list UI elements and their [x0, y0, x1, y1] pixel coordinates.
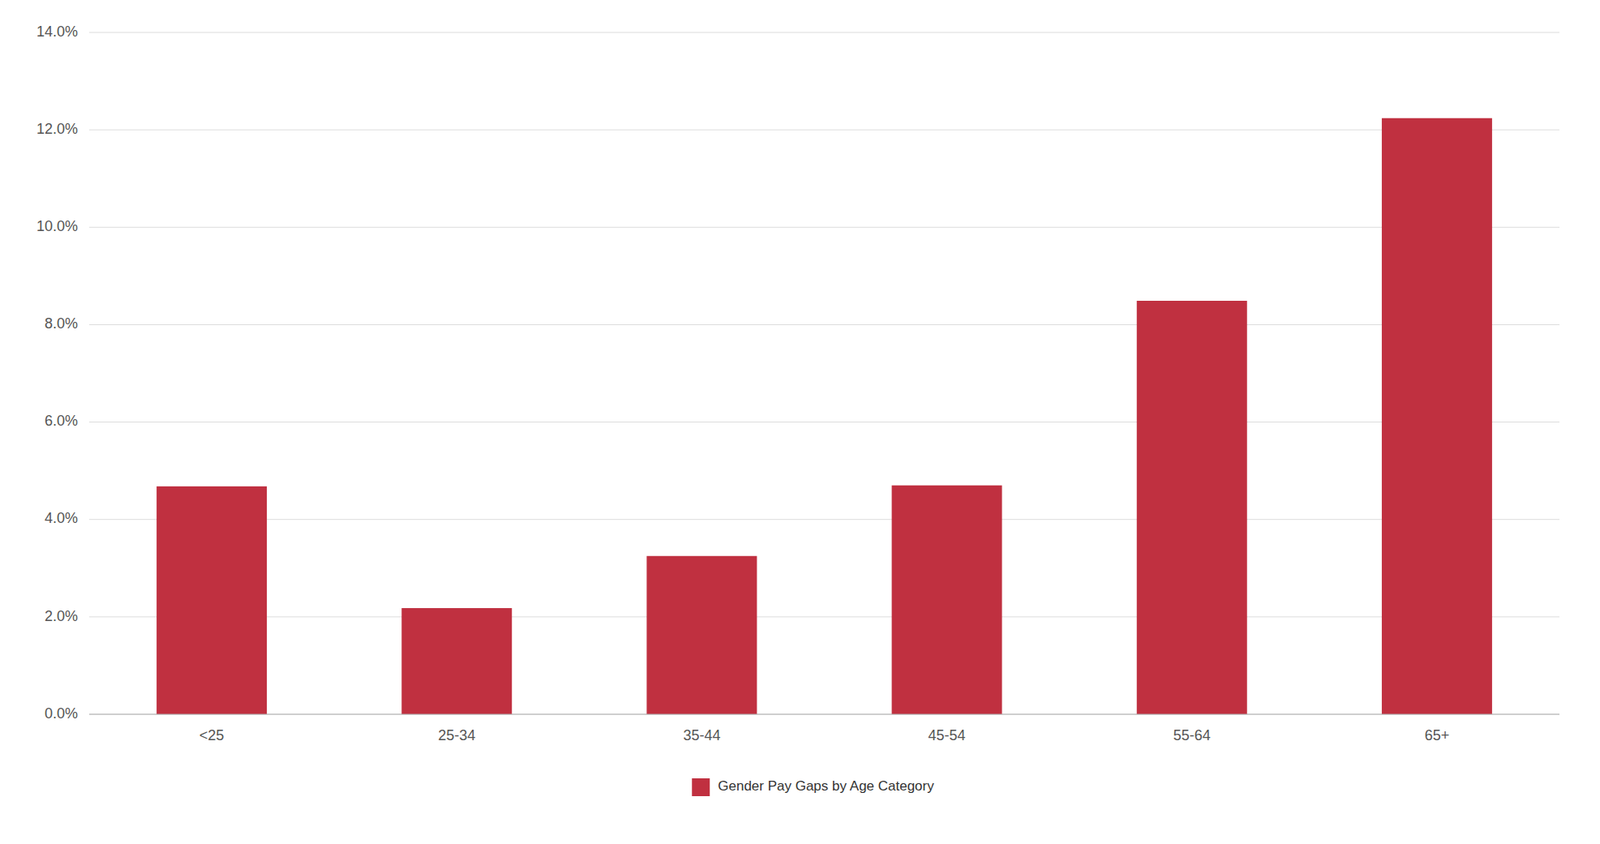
y-tick-label: 8.0%	[44, 315, 78, 332]
y-grid	[89, 32, 1560, 715]
grid-line	[89, 129, 1560, 131]
x-tick-label: 45-54	[928, 727, 966, 744]
y-tick-label: 12.0%	[36, 120, 78, 138]
bars	[156, 118, 1493, 715]
x-axis-line	[89, 714, 1560, 716]
x-tick-label: 35-44	[682, 727, 721, 744]
grid-line	[89, 32, 1560, 34]
bar	[1381, 118, 1493, 715]
legend: Gender Pay Gaps by Age Category	[691, 778, 935, 797]
x-tick-label: 25-34	[437, 727, 476, 744]
x-tick-label: 65+	[1424, 727, 1450, 744]
chart-svg: 0.0% 2.0% 4.0% 6.0% 8.0% 10.0% 12.0% 14.0% <25 25…	[0, 0, 1600, 844]
y-tick-label: 14.0%	[36, 23, 78, 40]
grid-line	[89, 227, 1560, 228]
y-tick-label: 0.0%	[44, 705, 78, 722]
grid-line	[89, 519, 1560, 520]
grid-line	[89, 616, 1560, 618]
x-tick-label: <25	[199, 727, 225, 744]
chart-container: 0.0% 2.0% 4.0% 6.0% 8.0% 10.0% 12.0% 14.0% <25 25…	[0, 0, 1600, 844]
bar	[401, 608, 512, 715]
legend-label: Gender Pay Gaps by Age Category	[717, 778, 935, 794]
grid-line	[89, 714, 1560, 716]
bar	[1136, 300, 1248, 715]
bar	[892, 485, 1003, 715]
y-tick-label: 6.0%	[44, 412, 78, 429]
y-tick-label: 10.0%	[36, 218, 78, 235]
bar	[156, 486, 267, 715]
grid-line	[89, 421, 1560, 423]
grid-line	[89, 324, 1560, 326]
legend-swatch	[691, 778, 710, 797]
x-tick-label: 55-64	[1173, 727, 1211, 744]
y-tick-label: 4.0%	[44, 510, 78, 527]
bar	[646, 556, 757, 715]
x-tick-labels: <25 25-34 35-44 45-54 55-64 65+	[199, 727, 1450, 744]
y-tick-labels: 0.0% 2.0% 4.0% 6.0% 8.0% 10.0% 12.0% 14.0%	[36, 23, 78, 722]
y-tick-label: 2.0%	[44, 608, 78, 625]
